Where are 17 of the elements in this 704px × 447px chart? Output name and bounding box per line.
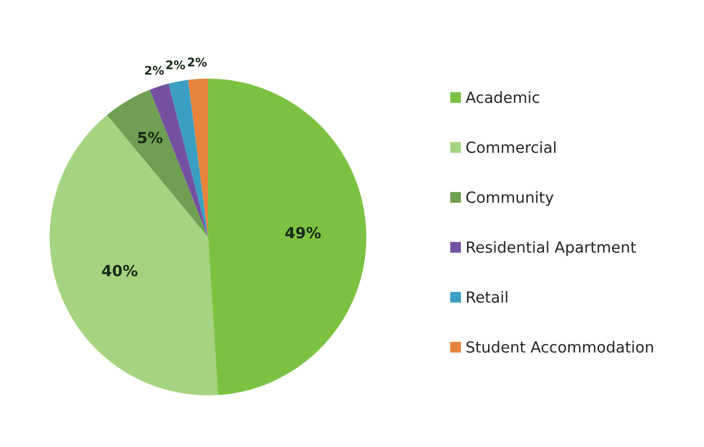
legend-label: Commercial <box>466 141 556 154</box>
pie-slice <box>107 90 208 237</box>
pie-slice <box>208 78 366 396</box>
pie-slice <box>188 78 208 237</box>
legend-label: Academic <box>466 91 540 104</box>
pie-slice <box>168 80 208 237</box>
pie-slice <box>50 115 218 396</box>
legend-label: Residential Apartment <box>467 241 636 256</box>
data-label: 2% <box>166 60 186 70</box>
legend-label: Retail <box>467 290 508 303</box>
data-label: 2% <box>145 66 164 75</box>
legend-label: Student Accommodation <box>466 340 653 353</box>
data-label: 5% <box>138 132 162 144</box>
data-label: 40% <box>102 264 138 276</box>
legend-label: Community <box>466 191 554 206</box>
data-label: 2% <box>188 58 207 67</box>
data-label: 49% <box>285 226 321 238</box>
